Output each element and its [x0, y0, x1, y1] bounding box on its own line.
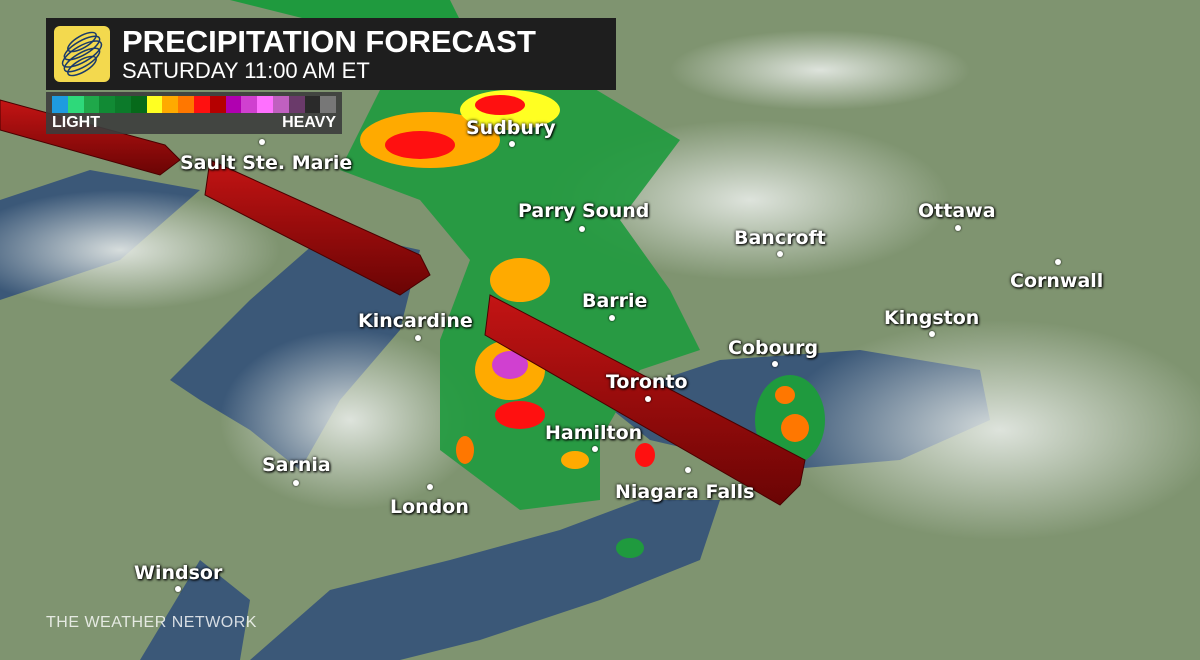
city-label: Ottawa [918, 200, 996, 222]
city-marker [175, 586, 181, 592]
city-label: London [390, 496, 469, 518]
legend-swatch [99, 96, 116, 113]
city-label: Toronto [606, 371, 688, 393]
city-marker [509, 141, 515, 147]
city-marker [293, 480, 299, 486]
city-label: Bancroft [734, 227, 826, 249]
clouds [0, 30, 1200, 540]
city-marker [955, 225, 961, 231]
city-marker [1055, 259, 1061, 265]
legend-swatch [162, 96, 179, 113]
city-label: Kincardine [358, 310, 473, 332]
city-label: Sault Ste. Marie [180, 152, 353, 174]
city-marker [929, 331, 935, 337]
precip-legend: LIGHT HEAVY [46, 92, 342, 134]
legend-swatch [115, 96, 131, 113]
city-label: Niagara Falls [615, 481, 755, 503]
legend-swatch [83, 96, 100, 113]
city-marker [427, 484, 433, 490]
city-marker [592, 446, 598, 452]
page-title: PRECIPITATION FORECAST [122, 24, 536, 59]
legend-swatch [130, 96, 147, 113]
legend-swatch [288, 96, 305, 113]
city-label: Sarnia [262, 454, 331, 476]
city-marker [609, 315, 615, 321]
weather-network-logo [54, 26, 110, 82]
city-label: Parry Sound [518, 200, 650, 222]
city-label: Barrie [582, 290, 648, 312]
city-marker [259, 139, 265, 145]
city-label: Cornwall [1010, 270, 1104, 292]
city-marker [777, 251, 783, 257]
legend-swatch [209, 96, 226, 113]
legend-swatch [304, 96, 321, 113]
city-marker [685, 467, 691, 473]
city-label: Windsor [134, 562, 223, 584]
legend-light-label: LIGHT [52, 114, 100, 131]
legend-swatch [320, 96, 337, 113]
city-label: Hamilton [545, 422, 643, 444]
legend-swatch [146, 96, 163, 113]
legend-swatch [257, 96, 273, 113]
legend-swatch [178, 96, 195, 113]
legend-swatch [272, 96, 289, 113]
legend-swatch [194, 96, 210, 113]
city-marker [772, 361, 778, 367]
city-marker [645, 396, 651, 402]
city-label: Cobourg [728, 337, 819, 359]
legend-swatch [225, 96, 242, 113]
legend-swatch [67, 96, 84, 113]
city-label: Kingston [884, 307, 980, 329]
legend-swatch [52, 96, 68, 113]
legend-swatch [241, 96, 258, 113]
city-marker [579, 226, 585, 232]
city-label: Sudbury [466, 117, 556, 139]
legend-heavy-label: HEAVY [282, 114, 336, 131]
city-marker [415, 335, 421, 341]
brand-watermark: THE WEATHER NETWORK [46, 614, 257, 631]
forecast-time: SATURDAY 11:00 AM ET [122, 58, 370, 83]
title-banner: PRECIPITATION FORECAST SATURDAY 11:00 AM… [46, 18, 616, 90]
legend-swatches [52, 96, 337, 113]
